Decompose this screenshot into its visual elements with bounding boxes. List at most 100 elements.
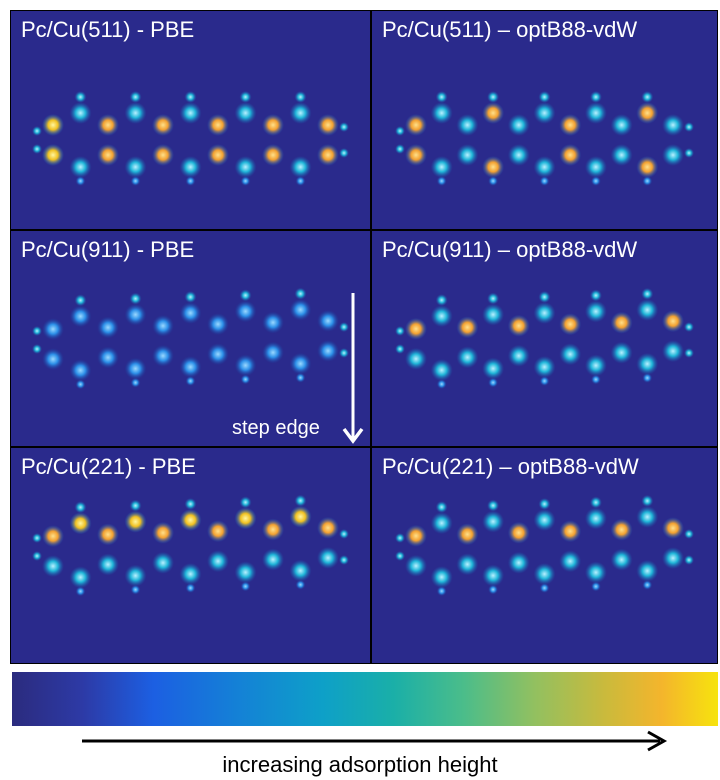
- panel-cu511-optb88: Pc/Cu(511) – optB88-vdW: [372, 11, 717, 229]
- atom-spot: [533, 102, 556, 124]
- panel-title: Pc/Cu(221) – optB88-vdW: [382, 454, 639, 479]
- atom-spot: [289, 102, 312, 124]
- hydrogen-spot: [130, 584, 141, 595]
- atom-spot: [482, 303, 505, 326]
- hydrogen-spot: [641, 287, 654, 300]
- hydrogen-spot: [32, 344, 42, 354]
- hydrogen-spot: [32, 533, 42, 543]
- hydrogen-spot: [684, 555, 694, 565]
- atom-spot: [482, 102, 505, 124]
- step-edge-arrow: [342, 293, 364, 444]
- atom-spot: [207, 343, 229, 366]
- hydrogen-spot: [538, 91, 551, 103]
- atom-spot: [507, 521, 530, 544]
- hydrogen-spot: [539, 583, 550, 593]
- panel-cu911-pbe: Pc/Cu(911) - PBE: [11, 231, 370, 446]
- hydrogen-spot: [487, 292, 500, 305]
- hydrogen-spot: [590, 176, 601, 186]
- atom-spot: [662, 144, 684, 166]
- atom-spot: [262, 311, 284, 334]
- atom-spot: [179, 102, 202, 124]
- height-axis-arrow: [82, 730, 668, 752]
- atom-spot: [42, 318, 64, 341]
- hydrogen-spot: [590, 374, 601, 385]
- atom-spot: [152, 114, 174, 136]
- molecule-density-map: [395, 287, 694, 390]
- atom-spot: [636, 352, 659, 375]
- hydrogen-spot: [641, 494, 654, 507]
- hydrogen-spot: [239, 289, 252, 302]
- hydrogen-spot: [642, 372, 653, 383]
- atom-spot: [179, 509, 202, 531]
- atom-spot: [234, 561, 257, 584]
- atom-spot: [42, 348, 64, 371]
- atom-spot: [69, 305, 92, 328]
- hydrogen-spot: [487, 499, 500, 512]
- atom-spot: [42, 114, 64, 136]
- atom-spot: [69, 156, 92, 178]
- hydrogen-spot: [589, 91, 602, 103]
- atom-spot: [289, 559, 312, 582]
- panel-title: Pc/Cu(511) – optB88-vdW: [382, 17, 638, 42]
- atom-spot: [234, 156, 257, 178]
- atom-spot: [207, 144, 229, 166]
- hydrogen-spot: [75, 379, 86, 390]
- atom-spot: [262, 548, 284, 571]
- atom-spot: [262, 114, 284, 136]
- atom-spot: [662, 340, 684, 363]
- atom-spot: [482, 564, 505, 587]
- atom-spot: [610, 311, 633, 334]
- atom-spot: [636, 505, 659, 528]
- atom-spot: [507, 344, 530, 367]
- hydrogen-spot: [539, 376, 550, 386]
- hydrogen-spot: [129, 91, 142, 103]
- atom-spot: [559, 114, 582, 136]
- atom-spot: [405, 347, 427, 370]
- atom-spot: [610, 548, 633, 571]
- hydrogen-spot: [185, 376, 196, 386]
- atom-spot: [430, 305, 453, 328]
- hydrogen-spot: [74, 501, 87, 514]
- hydrogen-spot: [436, 586, 447, 597]
- molecule-density-map: [32, 91, 349, 186]
- hydrogen-spot: [436, 176, 447, 186]
- hydrogen-spot: [642, 176, 653, 186]
- atom-spot: [42, 525, 64, 548]
- atom-spot: [456, 144, 479, 166]
- hydrogen-spot: [684, 148, 694, 158]
- hydrogen-spot: [589, 289, 602, 302]
- atom-spot: [430, 359, 453, 382]
- hydrogen-spot: [184, 498, 197, 510]
- atom-spot: [317, 309, 339, 332]
- hydrogen-spot: [487, 91, 500, 103]
- atom-spot: [584, 561, 607, 584]
- atom-spot: [69, 102, 92, 124]
- molecule-density-map: [32, 287, 349, 390]
- hydrogen-spot: [239, 91, 252, 103]
- atom-spot: [234, 300, 257, 323]
- atom-spot: [97, 346, 119, 369]
- atom-spot: [456, 316, 479, 339]
- atom-spot: [179, 563, 202, 585]
- atom-spot: [482, 156, 505, 178]
- atom-spot: [610, 518, 633, 541]
- atom-spot: [456, 523, 479, 546]
- hydrogen-spot: [74, 91, 87, 103]
- hydrogen-spot: [488, 584, 499, 595]
- atom-spot: [69, 566, 92, 589]
- atom-spot: [152, 144, 174, 166]
- hydrogen-spot: [185, 176, 196, 186]
- hydrogen-spot: [32, 144, 42, 154]
- hydrogen-spot: [294, 91, 307, 103]
- hydrogen-spot: [538, 291, 551, 303]
- hydrogen-spot: [184, 91, 197, 103]
- hydrogen-spot: [395, 344, 405, 354]
- atom-spot: [662, 547, 684, 570]
- hydrogen-spot: [339, 555, 349, 565]
- atom-spot: [289, 352, 312, 375]
- atom-spot: [405, 144, 427, 166]
- atom-spot: [207, 520, 229, 543]
- hydrogen-spot: [395, 126, 405, 136]
- atom-spot: [207, 313, 229, 336]
- hydrogen-spot: [75, 176, 86, 186]
